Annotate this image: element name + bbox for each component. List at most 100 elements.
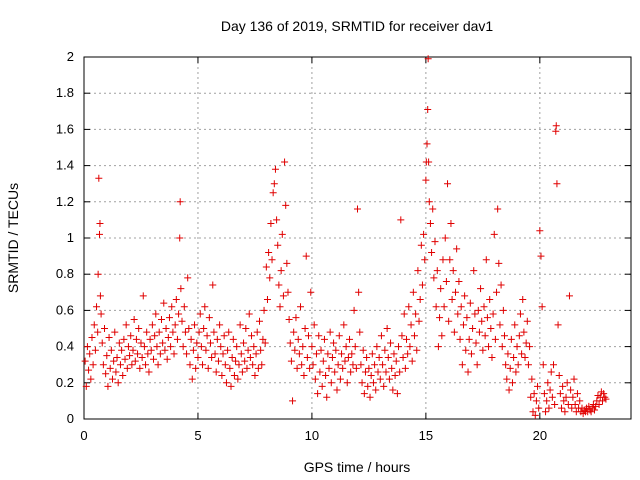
data-point (339, 364, 347, 372)
data-point (371, 361, 379, 369)
data-point (464, 368, 472, 376)
data-point (412, 310, 420, 318)
data-point (202, 346, 210, 354)
data-point (287, 357, 295, 365)
data-point (249, 361, 257, 369)
data-point (495, 259, 503, 267)
data-point (179, 343, 187, 351)
data-point (150, 355, 158, 363)
data-point (366, 393, 374, 401)
data-point (226, 364, 234, 372)
data-point (246, 353, 254, 361)
data-point (379, 361, 387, 369)
data-point (381, 346, 389, 354)
data-point (161, 346, 169, 354)
data-point (82, 382, 90, 390)
data-point (528, 375, 536, 383)
data-point (124, 343, 132, 351)
x-tick-label: 20 (533, 428, 547, 443)
data-point (204, 364, 212, 372)
data-point (380, 382, 388, 390)
data-point (301, 325, 309, 332)
data-point (490, 230, 498, 238)
data-point (319, 357, 327, 365)
data-point (413, 346, 421, 354)
data-point (424, 55, 432, 63)
data-point (203, 332, 211, 340)
data-point (595, 401, 603, 409)
data-point (322, 372, 330, 380)
data-point (269, 189, 277, 197)
data-point (431, 238, 439, 246)
data-point (114, 379, 122, 387)
data-point (390, 350, 398, 358)
data-point (520, 328, 528, 336)
data-point (372, 386, 380, 394)
data-point (253, 328, 261, 336)
y-axis-label: SRMTID / TECUs (5, 183, 21, 293)
data-point (93, 303, 101, 311)
data-point (162, 325, 170, 332)
data-point (456, 335, 464, 343)
data-point (454, 310, 462, 318)
data-point (383, 325, 391, 332)
data-point (425, 158, 433, 166)
data-point (270, 180, 278, 188)
data-point (470, 267, 478, 275)
data-point (222, 379, 230, 387)
data-point (181, 328, 189, 336)
data-point (140, 343, 148, 351)
data-point (393, 390, 401, 398)
data-point (91, 346, 99, 354)
data-point (418, 281, 426, 289)
data-point (334, 361, 342, 369)
data-point (514, 361, 522, 369)
data-point (560, 397, 568, 405)
data-point (542, 408, 550, 416)
data-point (436, 314, 444, 322)
data-point (336, 375, 344, 383)
data-point (534, 382, 542, 390)
data-point (236, 321, 244, 329)
data-point (346, 335, 354, 343)
data-point (521, 353, 529, 361)
data-point (518, 350, 526, 358)
data-point (171, 321, 179, 329)
data-point (356, 328, 364, 336)
data-point (349, 361, 357, 369)
data-point (461, 292, 469, 300)
data-point (351, 343, 359, 351)
data-point (553, 180, 561, 188)
data-point (186, 361, 194, 369)
data-point (227, 382, 235, 390)
data-point (555, 372, 563, 380)
data-point (268, 256, 276, 264)
data-point (153, 343, 161, 351)
data-point (327, 379, 335, 387)
data-point (258, 361, 266, 369)
data-point (388, 364, 396, 372)
data-point (144, 350, 152, 358)
data-point (330, 339, 338, 347)
data-point (314, 390, 322, 398)
data-point (429, 205, 437, 213)
data-point (361, 368, 369, 376)
data-point (559, 382, 567, 390)
data-point (343, 379, 351, 387)
y-tick-label: 0.2 (56, 375, 74, 390)
data-point (170, 350, 178, 358)
data-point (507, 335, 515, 343)
data-point (94, 270, 102, 278)
data-point (561, 408, 569, 416)
data-point (515, 332, 523, 340)
data-point (510, 353, 518, 361)
data-point (240, 339, 248, 347)
data-point (543, 397, 551, 405)
data-point (310, 321, 318, 329)
data-point (417, 241, 425, 249)
data-point (102, 370, 110, 378)
data-point (120, 335, 128, 343)
data-point (557, 404, 565, 412)
data-point (273, 216, 281, 224)
